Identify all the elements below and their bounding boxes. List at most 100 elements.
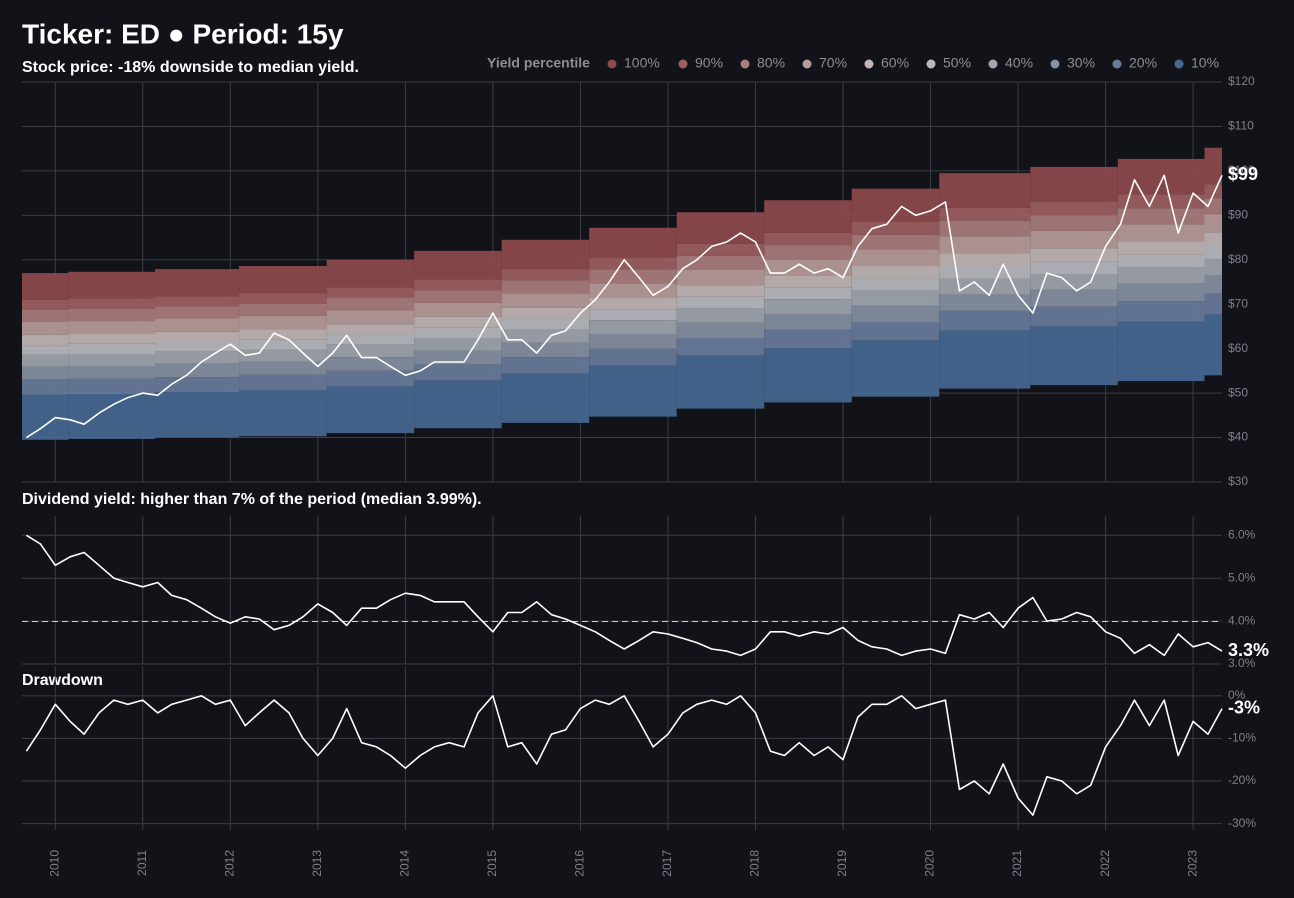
y-tick-label: $70 [1228,296,1248,310]
percentile-band [589,320,677,334]
panel-subtitle: Stock price: -18% downside to median yie… [22,59,359,76]
last-value-label: $99 [1228,164,1258,184]
percentile-band [326,386,415,434]
legend-marker [1050,59,1060,69]
percentile-band [1117,283,1205,302]
percentile-band [68,343,156,354]
panel-subtitle: Drawdown [22,672,103,689]
percentile-band [22,366,69,380]
percentile-band [326,259,415,288]
legend-label: 100% [624,55,660,71]
last-value-label: 3.3% [1228,640,1269,660]
percentile-band [851,340,940,397]
percentile-band [939,278,1031,295]
percentile-band [414,327,502,338]
percentile-band [1117,321,1205,382]
percentile-band [851,234,940,250]
percentile-band [501,329,590,343]
percentile-band [589,227,677,258]
percentile-band [239,374,327,391]
percentile-band [1204,232,1222,246]
percentile-band [1204,246,1222,260]
percentile-band [22,394,69,440]
percentile-band [1204,184,1222,199]
percentile-band [22,379,69,395]
legend-label: 30% [1067,55,1095,71]
x-tick-label: 2012 [222,850,236,877]
percentile-band [326,334,415,345]
legend-label: 90% [695,55,723,71]
x-tick-label: 2013 [310,850,324,877]
percentile-band [155,331,240,342]
percentile-band [501,239,590,270]
percentile-band [155,363,240,378]
percentile-band [764,245,852,260]
percentile-band [764,348,852,403]
legend-label: 50% [943,55,971,71]
y-tick-label: $60 [1228,341,1248,355]
legend-label: 40% [1005,55,1033,71]
percentile-band [589,334,677,349]
percentile-band [1117,194,1205,209]
legend-title: Yield percentile [487,55,590,71]
percentile-band [22,299,69,310]
percentile-band [414,338,502,351]
percentile-band [326,370,415,387]
percentile-band [501,318,590,330]
percentile-band [326,357,415,371]
percentile-band [939,253,1031,266]
percentile-band [851,305,940,322]
percentile-band [1030,230,1118,249]
percentile-band [1117,241,1205,255]
percentile-band [939,330,1031,389]
percentile-band [589,365,677,417]
legend-label: 20% [1129,55,1157,71]
percentile-band [22,273,69,300]
percentile-band [676,355,765,409]
legend-label: 70% [819,55,847,71]
percentile-band [22,354,69,367]
percentile-band [1030,261,1118,274]
percentile-band [155,306,240,319]
legend-marker [678,59,688,69]
percentile-band [239,315,327,330]
percentile-band [501,293,590,308]
percentile-band [851,322,940,341]
percentile-band [326,287,415,298]
percentile-band [939,294,1031,311]
percentile-band [939,207,1031,221]
percentile-band [676,338,765,356]
percentile-band [851,290,940,306]
percentile-band [676,285,765,297]
percentile-band [1117,254,1205,268]
percentile-band [414,364,502,381]
percentile-band [1030,326,1118,386]
percentile-band [1030,215,1118,231]
percentile-band [501,307,590,319]
percentile-band [1204,275,1222,294]
x-tick-label: 2015 [485,850,499,877]
legend-label: 60% [881,55,909,71]
y-tick-label: 4.0% [1228,613,1256,627]
percentile-band [1030,289,1118,307]
percentile-band [1204,293,1222,315]
x-tick-label: 2010 [47,850,61,877]
x-tick-label: 2011 [135,850,149,876]
percentile-band [1204,214,1222,233]
percentile-band [939,173,1031,208]
percentile-band [22,345,69,355]
percentile-band [326,324,415,335]
legend-marker [1112,59,1122,69]
percentile-band [68,271,156,299]
percentile-band [1204,314,1222,376]
y-tick-label: $50 [1228,385,1248,399]
y-tick-label: 6.0% [1228,527,1256,541]
percentile-band [939,310,1031,331]
percentile-band [1030,166,1118,202]
legend-label: 10% [1191,55,1219,71]
percentile-band [414,316,502,328]
legend-marker [802,59,812,69]
percentile-band [239,339,327,350]
percentile-band [239,361,327,375]
